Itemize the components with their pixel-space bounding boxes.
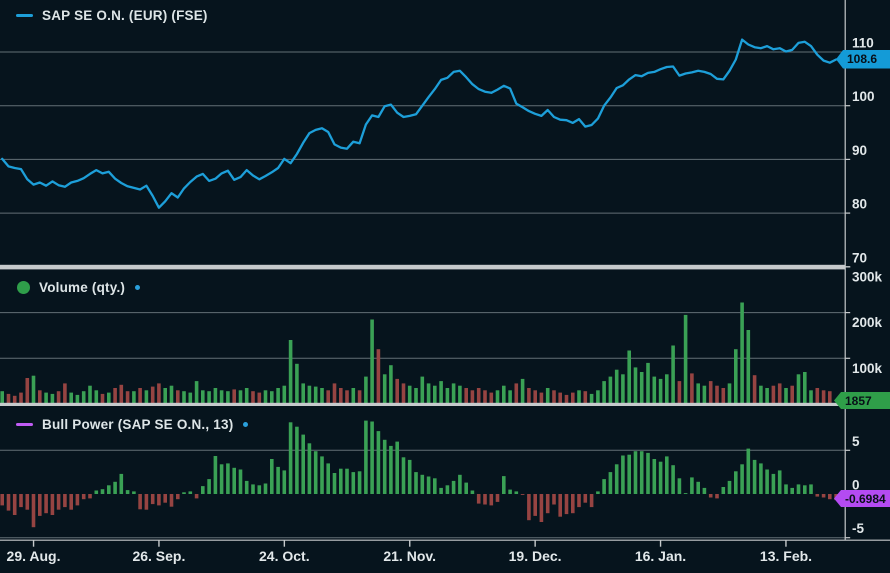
bull-power-line-swatch-icon — [16, 422, 33, 427]
price-panel-plot[interactable] — [0, 0, 845, 265]
x-tick-label: 13. Feb. — [760, 548, 812, 564]
volume-last-value: 1857 — [845, 393, 872, 408]
x-tick-label: 29. Aug. — [7, 548, 61, 564]
volume-baseline — [0, 402, 846, 406]
panel-separator — [0, 264, 846, 270]
bull-power-series-legend[interactable]: Bull Power (SAP SE O.N., 13) — [16, 417, 249, 432]
legend-settings-dot-icon[interactable] — [135, 285, 141, 290]
bull_power-y-tick-label: 5 — [852, 434, 860, 449]
price-y-tick-label: 70 — [852, 250, 867, 265]
legend-settings-dot-icon[interactable] — [243, 422, 249, 427]
bull-power-bars — [0, 420, 838, 528]
price-line-series — [1, 38, 838, 209]
bull-power-series-label: Bull Power (SAP SE O.N., 13) — [42, 417, 234, 432]
bull_power-y-tick-label: -5 — [852, 521, 864, 536]
x-tick-label: 16. Jan. — [635, 548, 686, 564]
x-tick-label: 21. Nov. — [383, 548, 436, 564]
price-line-swatch-icon — [16, 13, 33, 18]
price-last-value-badge: 108.6 — [836, 50, 890, 69]
x-tick-label: 26. Sep. — [132, 548, 185, 564]
price-y-tick-label: 110 — [852, 36, 874, 51]
y-axis-labels: 110 100 90 80 70 300k 200k 100k 5 0 -5 — [845, 36, 883, 539]
price-series-label: SAP SE O.N. (EUR) (FSE) — [42, 8, 208, 23]
price-last-value: 108.6 — [847, 52, 878, 67]
price-y-tick-label: 90 — [852, 143, 867, 158]
price-y-tick-label: 100 — [852, 89, 875, 104]
volume-bars — [0, 302, 838, 404]
x-tick-label: 24. Oct. — [259, 548, 310, 564]
x-axis-labels: 29. Aug. 26. Sep. 24. Oct. 21. Nov. 19. Dec.… — [7, 540, 812, 564]
price-y-tick-label: 80 — [852, 197, 867, 212]
price-y-axis[interactable] — [845, 0, 890, 265]
volume-y-tick-label: 300k — [852, 269, 883, 284]
x-axis[interactable] — [0, 541, 890, 573]
bull-power-last-value-badge: -0.6984 — [834, 490, 890, 507]
volume-circle-swatch-icon — [17, 281, 30, 294]
bull-power-last-value: -0.6984 — [845, 491, 886, 506]
volume-last-value-badge: 1857 — [834, 392, 890, 409]
volume-series-label: Volume (qty.) — [39, 280, 126, 295]
bull-power-y-axis[interactable] — [845, 405, 890, 540]
volume-y-axis[interactable] — [845, 270, 890, 403]
bull_power-y-tick-label: 0 — [852, 478, 860, 493]
x-tick-label: 19. Dec. — [509, 548, 562, 564]
volume-y-tick-label: 200k — [852, 315, 883, 330]
volume-series-legend[interactable]: Volume (qty.) — [17, 280, 141, 295]
price-series-legend[interactable]: SAP SE O.N. (EUR) (FSE) — [16, 8, 208, 23]
volume-y-tick-label: 100k — [852, 361, 883, 376]
